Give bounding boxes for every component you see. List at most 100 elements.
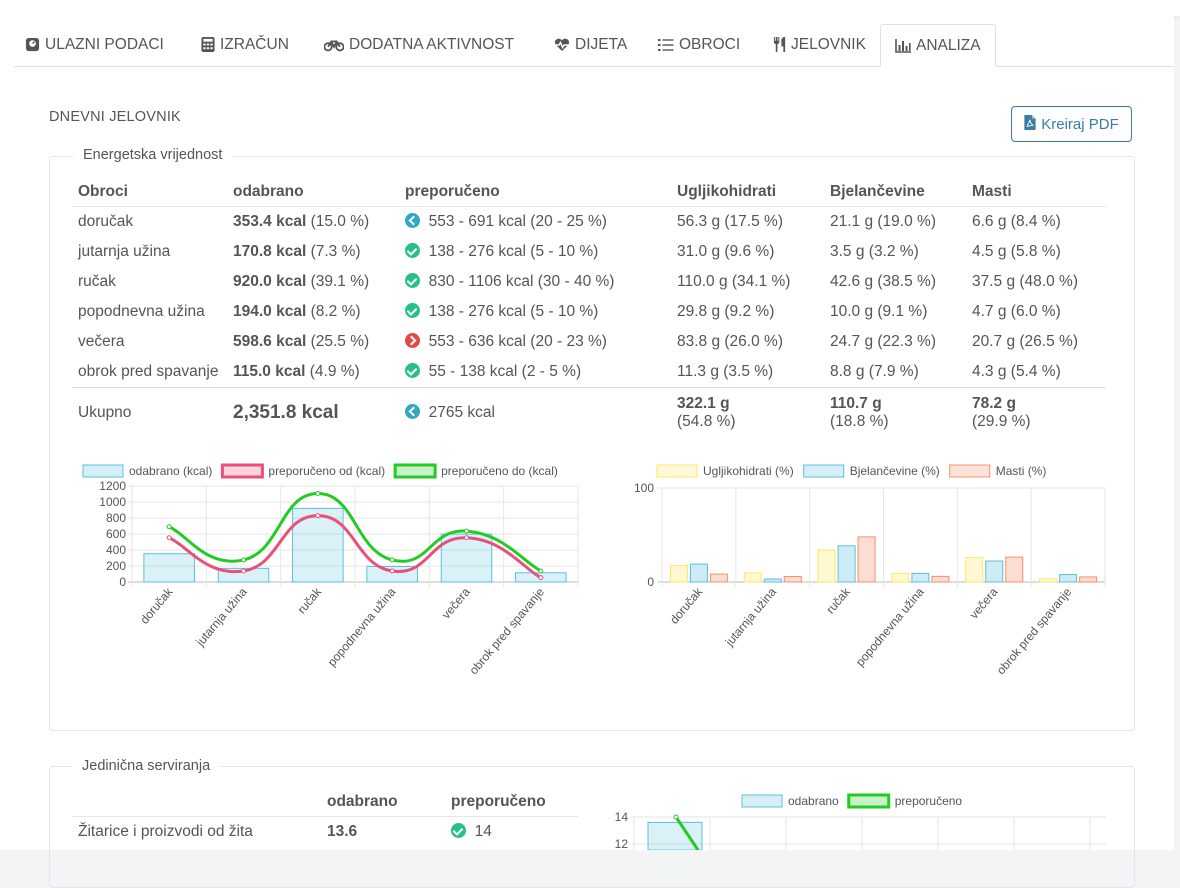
recommended-range: 138 - 276 kcal (5 - 10 %): [428, 243, 599, 260]
tab-label: JELOVNIK: [791, 35, 866, 53]
heartbeat-icon: [554, 38, 570, 52]
check-circle-icon: [405, 363, 420, 378]
selected-kcal-cell: 598.6 kcal (25.5 %): [227, 327, 399, 357]
tab-izracun[interactable]: IZRAČUN: [201, 24, 289, 65]
selected-pct: (4.9 %): [309, 363, 360, 380]
total-fat: 78.2 g: [972, 395, 1016, 412]
meal-name: ručak: [78, 273, 116, 290]
total-protein-pct: (18.8 %): [830, 413, 889, 430]
below-range-icon: [405, 404, 420, 419]
legend-label: Masti (%): [996, 464, 1047, 478]
total-fat-pct: (29.9 %): [972, 413, 1031, 430]
carb-value: 56.3 g (17.5 %): [677, 213, 783, 230]
top-bar: [0, 0, 1180, 16]
recommended-cell: 55 - 138 kcal (2 - 5 %): [399, 357, 671, 388]
line-point: [241, 557, 246, 563]
x-tick-label: popodnevna užina: [853, 585, 927, 669]
y-tick-label: 600: [106, 527, 126, 541]
total-recommended-cell: 2765 kcal: [399, 387, 671, 438]
macro-bar: [669, 565, 688, 583]
food-group-name: Žitarice i proizvodi od žita: [78, 823, 253, 840]
selected-pct: (15.0 %): [310, 213, 370, 230]
tab-dijeta[interactable]: DIJETA: [554, 24, 627, 65]
legend-swatch: [220, 463, 264, 479]
legend-swatch: [82, 464, 124, 478]
column-header: [72, 788, 321, 817]
line-point: [241, 568, 246, 574]
selected-pct: (8.2 %): [310, 303, 361, 320]
bicycle-icon: [324, 38, 344, 52]
y-tick-label: 14: [615, 810, 629, 824]
check-circle-icon: [405, 243, 420, 258]
tab-label: IZRAČUN: [220, 35, 289, 53]
table-header-row: Obroci odabrano preporučeno Ugljikohidra…: [72, 177, 1106, 207]
macro-bar: [709, 573, 728, 583]
legend-swatch: [741, 794, 783, 808]
column-header: Obroci: [72, 177, 227, 207]
x-tick-label: doručak: [137, 584, 176, 626]
selected-kcal: 920.0 kcal: [233, 273, 307, 290]
units-table: odabrano preporučeno Žitarice i proizvod…: [72, 788, 578, 847]
macro-bar: [985, 560, 1004, 583]
create-pdf-button[interactable]: Kreiraj PDF: [1011, 106, 1132, 142]
above-range-icon: [405, 333, 420, 348]
line-point: [166, 524, 172, 530]
macro-bar: [689, 563, 708, 583]
macro-bar: [743, 572, 762, 583]
table-header-row: odabrano preporučeno: [72, 788, 578, 817]
total-kcal: 2,351.8 kcal: [227, 387, 399, 438]
energy-table: Obroci odabrano preporučeno Ugljikohidra…: [72, 177, 1106, 438]
meal-name: obrok pred spavanje: [78, 363, 219, 380]
macro-percent-chart: Ugljikohidrati (%) Bjelančevine (%) Masti …: [634, 464, 1106, 678]
x-tick-label: doručak: [667, 584, 706, 626]
servings-bar: [647, 821, 703, 850]
tab-dodatna-aktivnost[interactable]: DODATNA AKTIVNOST: [324, 24, 514, 65]
x-tick-label: obrok pred spavanje: [994, 585, 1075, 678]
meal-name: večera: [78, 333, 125, 350]
pdf-file-icon: [1024, 114, 1036, 134]
macro-bar: [857, 536, 876, 583]
x-tick-label: jutarnja užina: [722, 585, 779, 650]
scale-icon: [25, 37, 40, 52]
selected-kcal-cell: 115.0 kcal (4.9 %): [227, 357, 399, 388]
table-row: popodnevna užina 194.0 kcal (8.2 %) 138 …: [72, 297, 1106, 327]
y-tick-label: 1200: [99, 479, 126, 493]
table-row: doručak 353.4 kcal (15.0 %) 553 - 691 kc…: [72, 207, 1106, 238]
kcal-chart: odabrano (kcal) preporučeno od (kcal) prep…: [82, 463, 579, 677]
selected-kcal-cell: 170.8 kcal (7.3 %): [227, 237, 399, 267]
legend-label: preporučeno od (kcal): [268, 464, 385, 478]
total-protein: 110.7 g: [830, 395, 882, 412]
line-point: [315, 491, 321, 497]
recommended-cell: 830 - 1106 kcal (30 - 40 %): [399, 267, 671, 297]
recommended-servings: 14: [474, 823, 492, 840]
total-row: Ukupno 2,351.8 kcal 2765 kcal 322.1 g (54…: [72, 387, 1106, 438]
tab-analiza[interactable]: ANALIZA: [880, 24, 996, 67]
tab-ulazni-podaci[interactable]: ULAZNI PODACI: [25, 24, 164, 65]
recommended-range: 553 - 691 kcal (20 - 25 %): [428, 213, 607, 230]
macro-bar: [1005, 556, 1024, 583]
carb-value: 83.8 g (26.0 %): [677, 333, 783, 350]
meal-name: jutarnja užina: [78, 243, 171, 260]
tab-jelovnik[interactable]: JELOVNIK: [773, 24, 866, 65]
x-tick-label: ručak: [823, 584, 853, 616]
table-row: jutarnja užina 170.8 kcal (7.3 %) 138 - …: [72, 237, 1106, 267]
fat-value: 37.5 g (48.0 %): [972, 273, 1078, 290]
total-carb: 322.1 g: [677, 395, 730, 412]
y-tick-label: 200: [106, 559, 126, 573]
tab-label: DIJETA: [575, 35, 628, 53]
legend-label: Ugljikohidrati (%): [703, 464, 794, 478]
table-row: Žitarice i proizvodi od žita 13.6 14: [72, 817, 578, 848]
selected-kcal: 115.0 kcal: [233, 363, 306, 380]
legend-label: odabrano: [788, 794, 839, 808]
line-point: [166, 535, 172, 541]
recommended-range: 138 - 276 kcal (5 - 10 %): [428, 303, 599, 320]
column-header: odabrano: [227, 177, 399, 207]
page-title: DNEVNI JELOVNIK: [49, 109, 181, 125]
kcal-bar: [143, 553, 195, 583]
carb-value: 11.3 g (3.5 %): [677, 363, 774, 380]
fat-value: 4.5 g (5.8 %): [972, 243, 1061, 260]
tab-obroci[interactable]: OBROCI: [658, 24, 740, 65]
tab-label: OBROCI: [679, 35, 741, 53]
macro-bar: [763, 578, 782, 583]
line-point: [673, 814, 679, 820]
